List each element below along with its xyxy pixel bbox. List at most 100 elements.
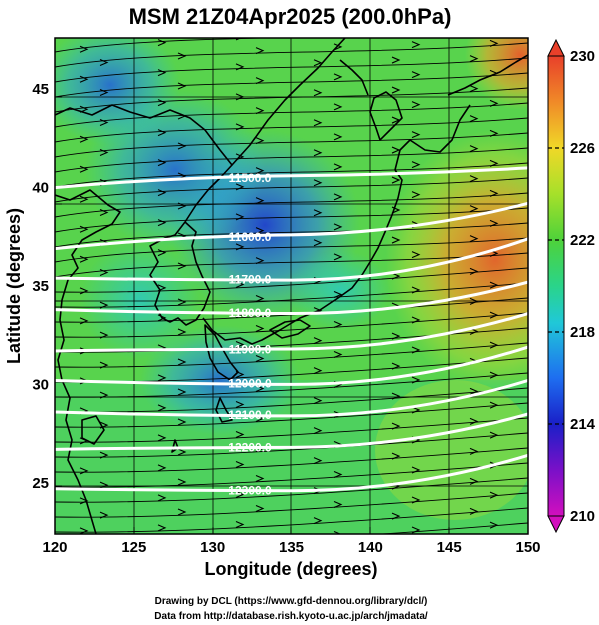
wind-arrow bbox=[469, 447, 479, 455]
wind-arrow bbox=[178, 539, 185, 545]
wind-arrow bbox=[489, 371, 499, 379]
wind-arrow bbox=[99, 481, 109, 489]
wind-arrow bbox=[235, 340, 245, 348]
contour-label: 11900.0 bbox=[229, 342, 272, 356]
wind-arrow bbox=[177, 388, 187, 396]
wind-streamline bbox=[55, 102, 528, 128]
colorbar: 210 214 218 222 226 230 bbox=[547, 38, 596, 534]
wind-arrow bbox=[157, 189, 167, 197]
wind-arrow bbox=[391, 86, 401, 94]
wind-arrow bbox=[391, 332, 401, 340]
y-tick-label: 40 bbox=[32, 180, 49, 197]
wind-arrow bbox=[333, 320, 343, 328]
x-tick-label: 135 bbox=[279, 539, 304, 556]
wind-arrow bbox=[235, 63, 245, 71]
wind-arrow bbox=[79, 45, 89, 53]
wind-arrow bbox=[235, 93, 245, 101]
wind-arrow bbox=[177, 82, 187, 90]
wind-arrow bbox=[313, 397, 323, 405]
y-tick-labels: 25 30 35 40 45 bbox=[32, 81, 49, 492]
wind-arrow bbox=[313, 149, 323, 157]
y-tick-label: 35 bbox=[32, 278, 49, 295]
wind-streamline bbox=[55, 42, 528, 68]
wind-arrow bbox=[256, 536, 263, 542]
height-contour bbox=[55, 312, 528, 353]
colorbar-tick-label: 210 bbox=[570, 508, 595, 525]
colorbar-tick-label: 230 bbox=[570, 48, 595, 65]
wind-arrow bbox=[177, 478, 187, 486]
wind-arrow bbox=[411, 251, 421, 259]
wind-streamline bbox=[55, 162, 528, 188]
wind-arrow bbox=[313, 337, 323, 345]
wind-arrow bbox=[235, 213, 245, 221]
wind-arrow bbox=[469, 297, 479, 305]
wind-arrow bbox=[489, 99, 499, 107]
wind-arrow bbox=[177, 142, 187, 150]
wind-arrow bbox=[235, 183, 245, 191]
wind-arrow bbox=[391, 512, 401, 520]
wind-arrow bbox=[411, 466, 421, 474]
wind-arrow bbox=[157, 434, 167, 442]
wind-arrow bbox=[99, 59, 109, 67]
wind-streamline bbox=[55, 447, 528, 473]
wind-streamline bbox=[55, 342, 528, 368]
wind-arrow bbox=[79, 225, 89, 233]
wind-arrow bbox=[411, 191, 421, 199]
wind-arrow bbox=[235, 490, 245, 498]
contour-label: 12200.0 bbox=[228, 441, 272, 455]
wind-arrow bbox=[411, 131, 421, 139]
wind-streamline bbox=[55, 207, 528, 233]
contour-labels: 11500.0 11600.0 11700.0 11800.0 11900.0 12000… bbox=[228, 171, 272, 498]
wind-streamline bbox=[55, 117, 528, 143]
height-contours bbox=[55, 166, 528, 493]
contour-label: 11700.0 bbox=[229, 273, 272, 287]
wind-arrow bbox=[469, 387, 479, 395]
wind-arrow bbox=[469, 235, 479, 243]
wind-arrow bbox=[391, 176, 401, 184]
tick-marks bbox=[54, 96, 529, 534]
wind-arrow bbox=[99, 421, 109, 429]
wind-arrow bbox=[157, 39, 167, 47]
height-contour bbox=[55, 166, 528, 190]
y-tick-label: 45 bbox=[32, 81, 49, 98]
wind-arrow bbox=[99, 451, 109, 459]
wind-arrow bbox=[235, 153, 245, 161]
y-axis-label: Latitude (degrees) bbox=[4, 208, 24, 364]
colorbar-gradient bbox=[547, 55, 565, 517]
colorbar-top-arrow bbox=[547, 38, 565, 57]
wind-arrow bbox=[79, 467, 89, 475]
wind-streamline bbox=[55, 267, 528, 293]
wind-arrow bbox=[489, 431, 499, 439]
colorbar-tick-label: 218 bbox=[570, 324, 595, 341]
wind-arrow bbox=[235, 400, 245, 408]
wind-arrow bbox=[313, 239, 323, 247]
contour-label: 12300.0 bbox=[228, 483, 272, 497]
colorbar-tick-label: 222 bbox=[570, 232, 595, 249]
wind-arrow bbox=[391, 452, 401, 460]
colorbar-bottom-arrow bbox=[547, 515, 565, 534]
wind-arrow bbox=[79, 317, 89, 325]
wind-arrow bbox=[489, 219, 499, 227]
wind-streamlines bbox=[55, 26, 528, 545]
wind-arrow bbox=[255, 355, 265, 363]
wind-arrow bbox=[469, 417, 479, 425]
wind-arrow bbox=[99, 331, 109, 339]
wind-streamline bbox=[55, 432, 528, 458]
wind-arrow bbox=[391, 146, 401, 154]
wind-streamline bbox=[55, 492, 528, 518]
wind-arrow bbox=[313, 89, 323, 97]
wind-arrow bbox=[177, 262, 187, 270]
wind-arrow bbox=[157, 494, 167, 502]
x-tick-label: 145 bbox=[437, 539, 462, 556]
wind-arrow bbox=[99, 119, 109, 127]
wind-arrow bbox=[235, 460, 245, 468]
x-tick-label: 130 bbox=[200, 539, 225, 556]
wind-arrow bbox=[177, 418, 187, 426]
wind-streamline bbox=[55, 72, 528, 98]
wind-arrow bbox=[79, 497, 89, 505]
contour-label: 12000.0 bbox=[228, 377, 272, 391]
wind-arrow bbox=[470, 26, 477, 32]
height-contour bbox=[55, 280, 528, 316]
wind-streamline bbox=[55, 38, 282, 53]
